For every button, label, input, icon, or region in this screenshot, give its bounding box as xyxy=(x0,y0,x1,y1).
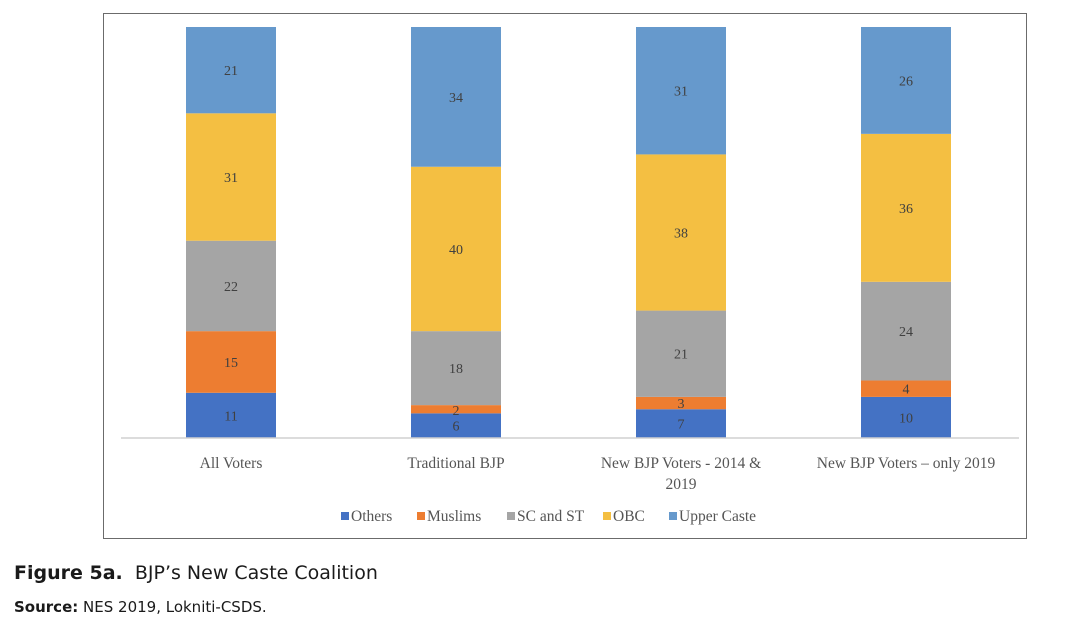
legend-swatch xyxy=(507,512,515,520)
legend-swatch xyxy=(603,512,611,520)
data-labels-group: 11 15 22 31 21 62 18 40 34 7 3 21 38 31 10 4 24 36 26 xyxy=(224,64,913,435)
data-label: 22 xyxy=(224,280,238,295)
data-label: 36 xyxy=(899,202,913,217)
figure-title: BJP’s New Caste Coalition xyxy=(134,562,378,584)
stacked-bar-chart: 11 15 22 31 21 62 18 40 34 7 3 21 38 31 10 4 24 36 26 All … xyxy=(121,27,1019,525)
x-tick-label: Traditional BJP xyxy=(407,455,504,472)
bar-segment-sc-and-st xyxy=(636,310,726,397)
data-label: 11 xyxy=(224,409,237,424)
data-label: 18 xyxy=(449,362,463,377)
bar-segment-others xyxy=(636,409,726,438)
figure-label: Figure 5a. xyxy=(14,562,123,584)
legend-label: Others xyxy=(351,508,392,525)
bar-segment-others xyxy=(186,392,276,438)
bar-segment-upper-caste xyxy=(411,27,501,167)
bar-segment-upper-caste xyxy=(636,27,726,155)
bar-segment-muslims xyxy=(861,380,951,397)
bar-segment-sc-and-st xyxy=(861,281,951,381)
data-label: 6 xyxy=(453,420,460,435)
bar-segment-upper-caste xyxy=(186,27,276,114)
bar-segment-obc xyxy=(861,133,951,282)
data-label: 2 xyxy=(453,404,460,419)
bar-segment-obc xyxy=(636,154,726,311)
data-label: 10 xyxy=(899,411,913,426)
bar-segment-others xyxy=(411,413,501,438)
data-label: 31 xyxy=(674,85,688,100)
data-label: 34 xyxy=(449,91,463,106)
bar-segment-muslims xyxy=(186,331,276,393)
source-note: Source: NES 2019, Lokniti-CSDS. xyxy=(14,598,267,616)
bar-segment-sc-and-st xyxy=(411,331,501,406)
data-label: 40 xyxy=(449,243,463,258)
bar-segment-muslims xyxy=(411,405,501,414)
data-label: 38 xyxy=(674,227,688,242)
x-tick-label: New BJP Voters – only 2019 xyxy=(817,455,996,472)
source-label: Source: xyxy=(14,598,79,616)
data-label: 31 xyxy=(224,171,238,186)
legend-label: OBC xyxy=(613,508,645,525)
legend-swatch xyxy=(417,512,425,520)
chart-frame: 11 15 22 31 21 6 2 18 40 34 7 3 21 38 31 10 4 24 36 26 All … xyxy=(103,13,1027,539)
bar-segment-obc xyxy=(186,113,276,241)
legend: Others Muslims SC and ST OBC Upper Caste xyxy=(341,508,756,525)
x-tick-labels-group: All Voters Traditional BJP New BJP Voters … xyxy=(200,455,996,493)
data-label: 21 xyxy=(674,348,688,363)
legend-label: SC and ST xyxy=(517,508,585,525)
legend-swatch xyxy=(341,512,349,520)
data-label: 26 xyxy=(899,74,913,89)
legend-label: Upper Caste xyxy=(679,508,756,525)
bar-segment-sc-and-st xyxy=(186,240,276,332)
legend-label: Muslims xyxy=(427,508,481,525)
bar-segment-muslims xyxy=(636,396,726,410)
x-tick-label: 2019 xyxy=(666,476,697,493)
legend-swatch xyxy=(669,512,677,520)
bar-segment-others xyxy=(861,396,951,438)
data-label: 3 xyxy=(678,397,685,412)
data-label: 24 xyxy=(899,325,913,340)
figure-caption: Figure 5a. BJP’s New Caste Coalition xyxy=(14,562,378,584)
bar-segment-obc xyxy=(411,166,501,332)
data-label: 7 xyxy=(678,418,685,433)
x-tick-label: All Voters xyxy=(200,455,263,472)
bars-group xyxy=(186,27,951,438)
data-label: 21 xyxy=(224,64,238,79)
data-label: 15 xyxy=(224,356,238,371)
x-tick-label: New BJP Voters - 2014 & xyxy=(601,455,761,472)
bar-segment-upper-caste xyxy=(861,27,951,134)
data-label: 4 xyxy=(903,383,910,398)
source-text: NES 2019, Lokniti-CSDS. xyxy=(83,598,267,616)
